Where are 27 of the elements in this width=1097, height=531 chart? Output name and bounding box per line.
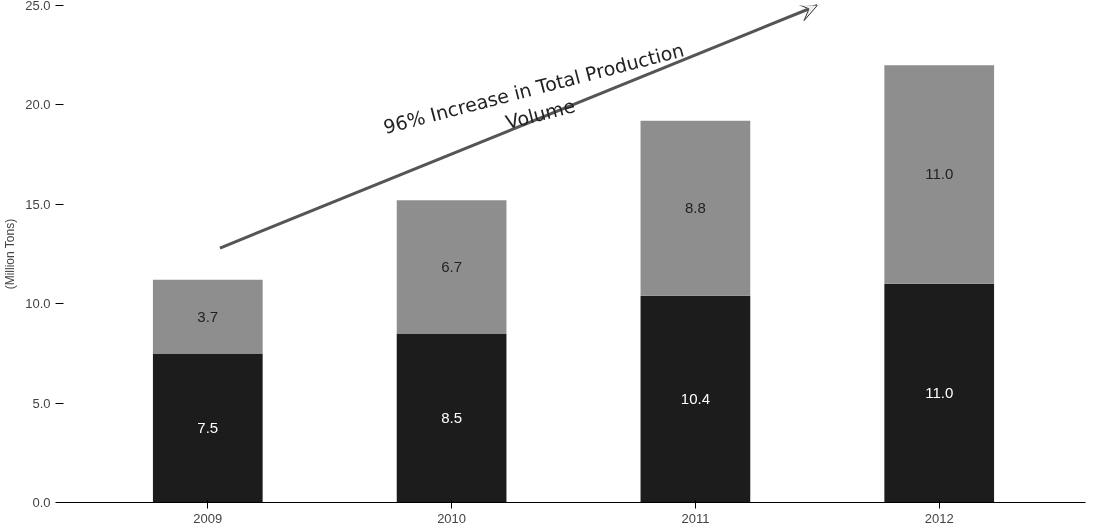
data-label: 8.5 <box>441 409 463 427</box>
data-label: 11.0 <box>925 384 954 402</box>
bar <box>640 120 751 296</box>
x-tick-label: 2010 <box>437 510 467 526</box>
data-label: 10.4 <box>680 390 711 408</box>
bar <box>152 279 263 354</box>
y-tick-label: 15.0 <box>25 196 51 212</box>
bar <box>884 65 995 284</box>
bar <box>396 200 507 334</box>
bar <box>640 295 751 503</box>
y-tick-label: 20.0 <box>25 97 51 113</box>
y-axis-title: (Million Tons) <box>3 218 18 290</box>
x-tick-label: 2011 <box>681 510 710 526</box>
bar <box>396 333 507 503</box>
y-tick-label: 25.0 <box>25 0 51 13</box>
x-tick-label: 2009 <box>193 510 223 526</box>
bar <box>152 353 263 503</box>
data-label: 3.7 <box>197 307 219 325</box>
data-label: 7.5 <box>197 418 219 436</box>
y-tick-label: 10.0 <box>25 296 51 312</box>
data-label: 11.0 <box>925 165 954 183</box>
bar <box>884 283 995 503</box>
data-label: 8.8 <box>684 199 706 217</box>
y-tick-label: 5.0 <box>32 395 51 411</box>
x-tick-label: 2012 <box>924 510 954 526</box>
data-label: 6.7 <box>441 257 463 275</box>
y-tick-label: 0.0 <box>32 495 51 510</box>
